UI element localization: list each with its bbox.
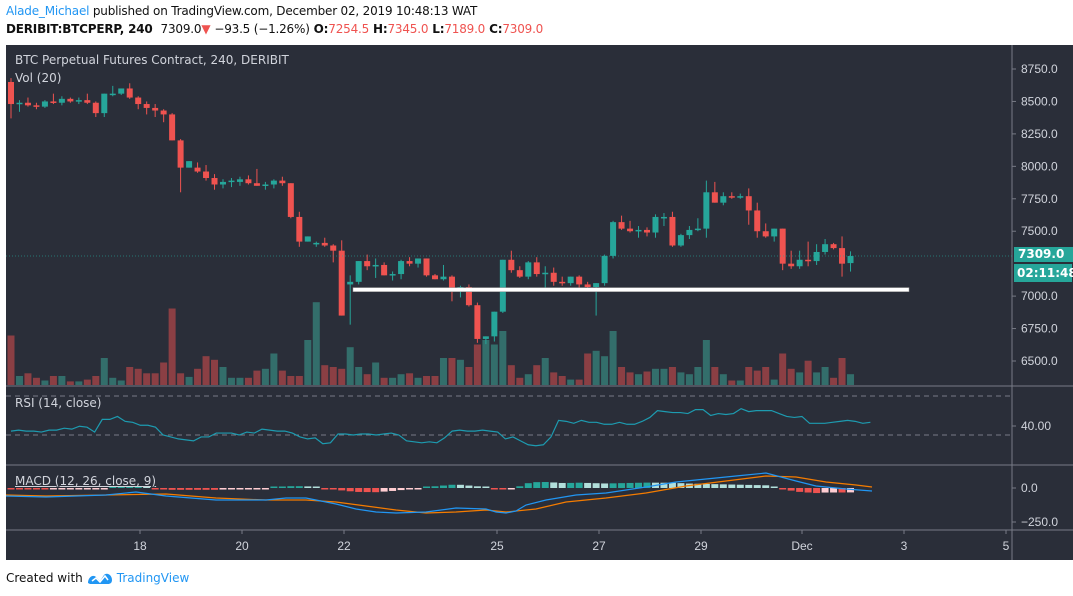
created-with-text: Created with: [6, 571, 83, 585]
svg-text:7500.0: 7500.0: [1021, 224, 1058, 238]
svg-text:22: 22: [337, 539, 351, 553]
open-label: O:: [313, 22, 329, 36]
change: −93.5 (−1.26%): [214, 22, 310, 36]
svg-text:8000.0: 8000.0: [1021, 159, 1058, 173]
svg-text:5: 5: [1003, 539, 1010, 553]
svg-text:3: 3: [901, 539, 908, 553]
symbol-line: DERIBIT:BTCPERP, 240 7309.0▼ −93.5 (−1.2…: [6, 22, 543, 36]
svg-text:6500.0: 6500.0: [1021, 354, 1058, 368]
close-value: 7309.0: [502, 22, 544, 36]
svg-text:6750.0: 6750.0: [1021, 322, 1058, 336]
high-value: 7345.0: [387, 22, 429, 36]
macd-title: MACD (12, 26, close, 9): [15, 474, 157, 488]
svg-text:7000.0: 7000.0: [1021, 289, 1058, 303]
svg-text:27: 27: [592, 539, 606, 553]
author-link[interactable]: Alade_Michael: [6, 4, 90, 18]
main-pane-title: BTC Perpetual Futures Contract, 240, DER…: [15, 53, 289, 67]
high-label: H:: [373, 22, 388, 36]
svg-text:8750.0: 8750.0: [1021, 62, 1058, 76]
rsi-title: RSI (14, close): [15, 396, 102, 410]
svg-text:20: 20: [235, 539, 249, 553]
volume-title: Vol (20): [15, 71, 62, 85]
svg-text:8250.0: 8250.0: [1021, 127, 1058, 141]
svg-text:29: 29: [694, 539, 708, 553]
svg-text:25: 25: [490, 539, 504, 553]
last-price-tag: 7309.0: [1014, 247, 1073, 262]
publish-info: Alade_Michael published on TradingView.c…: [6, 4, 477, 18]
chart-canvas[interactable]: 6500.0 6750.0 7000.0 7500.0 7750.0 8000.0 8250…: [6, 45, 1073, 560]
svg-text:7750.0: 7750.0: [1021, 192, 1058, 206]
close-label: C:: [489, 22, 503, 36]
svg-text:8500.0: 8500.0: [1021, 94, 1058, 108]
tradingview-logo-icon: [87, 573, 112, 584]
down-arrow-icon: ▼: [201, 22, 211, 36]
bar-countdown-tag: 02:11:48: [1014, 264, 1073, 282]
svg-text:40.00: 40.00: [1021, 419, 1051, 433]
svg-text:18: 18: [133, 539, 147, 553]
svg-text:0.0: 0.0: [1021, 481, 1038, 495]
low-label: L:: [432, 22, 445, 36]
svg-text:−250.0: −250.0: [1021, 515, 1058, 529]
last-price: 7309.0: [160, 22, 202, 36]
footer: Created with TradingView: [6, 571, 189, 585]
chart-frame[interactable]: 6500.0 6750.0 7000.0 7500.0 7750.0 8000.0 8250…: [6, 45, 1073, 560]
low-value: 7189.0: [444, 22, 486, 36]
published-text: published on TradingView.com, December 0…: [89, 4, 478, 18]
symbol: DERIBIT:BTCPERP, 240: [6, 22, 153, 36]
open-value: 7254.5: [328, 22, 370, 36]
svg-text:Dec: Dec: [791, 539, 812, 553]
tradingview-link[interactable]: TradingView: [116, 571, 190, 585]
